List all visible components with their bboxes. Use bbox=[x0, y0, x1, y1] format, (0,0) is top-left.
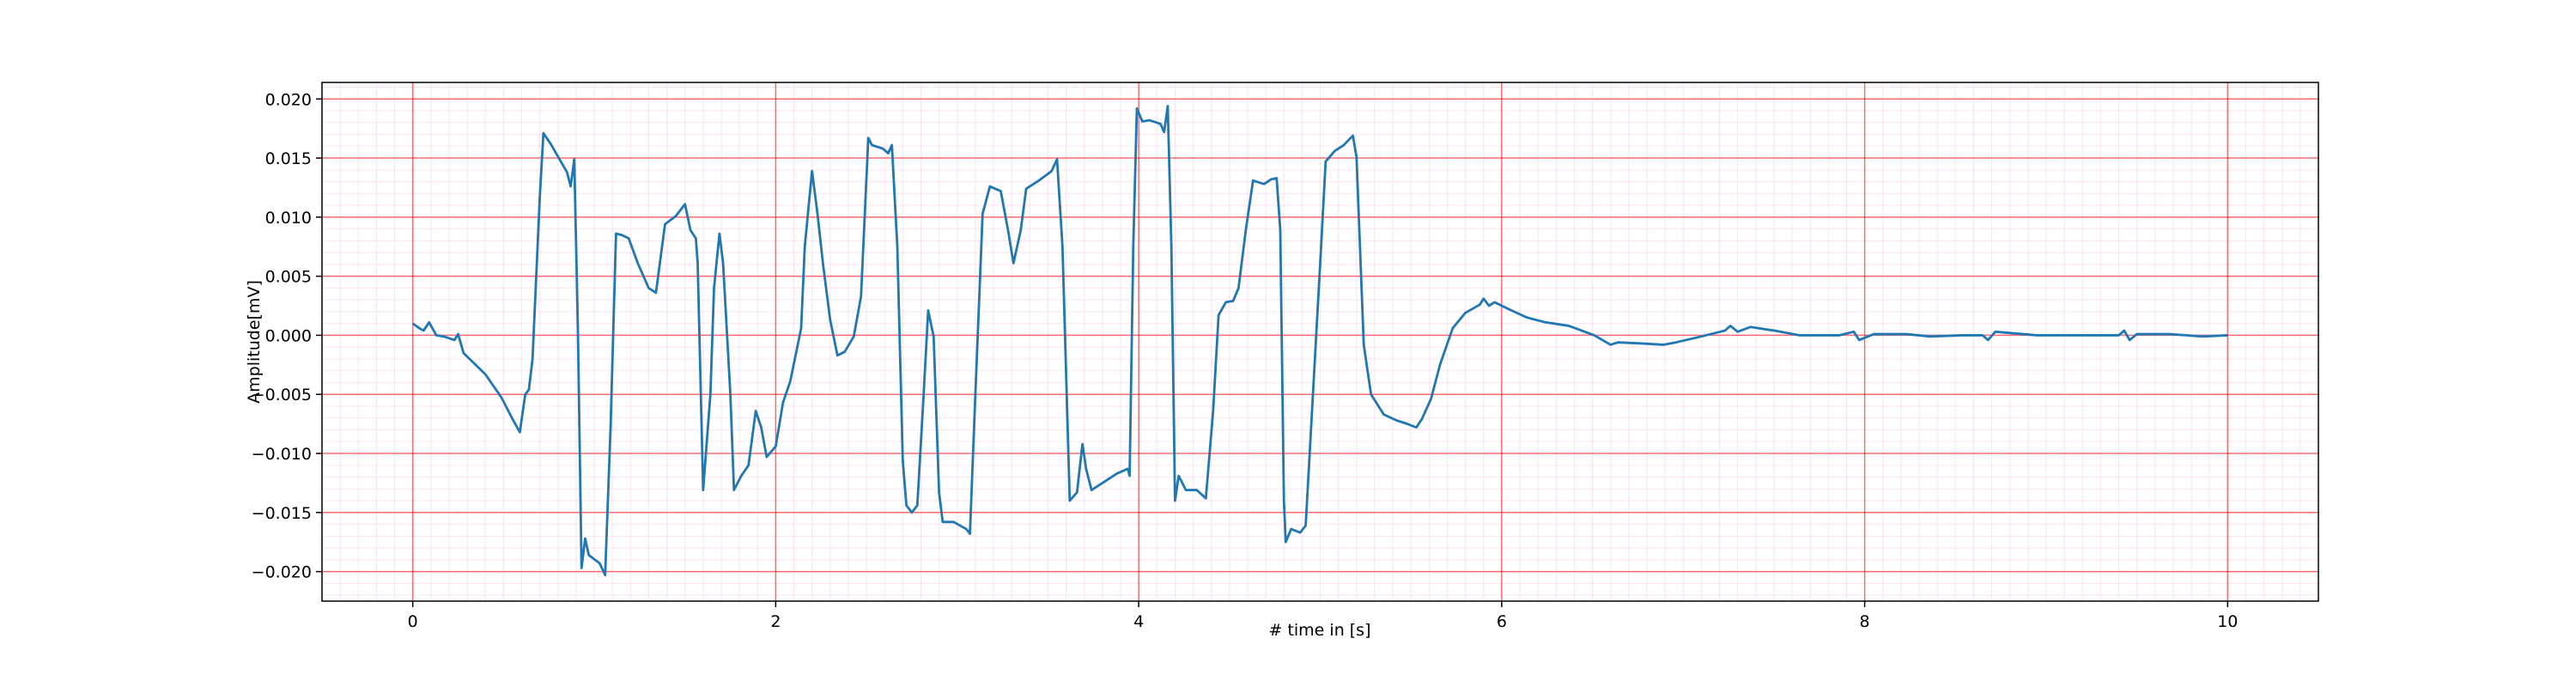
y-tick-label: 0.015 bbox=[265, 149, 312, 168]
signal-line bbox=[411, 105, 2228, 577]
y-tick-label: 0.020 bbox=[265, 90, 312, 109]
y-tick-label: 0.000 bbox=[265, 326, 312, 345]
y-tick-label: 0.005 bbox=[265, 268, 312, 287]
x-tick-label: 4 bbox=[1133, 612, 1144, 631]
y-tick-label: 0.010 bbox=[265, 209, 312, 228]
y-tick-label: −0.010 bbox=[252, 445, 312, 464]
x-tick-label: 10 bbox=[2217, 612, 2238, 631]
axes-frame bbox=[321, 82, 2319, 602]
x-axis-label: # time in [s] bbox=[1268, 621, 1370, 640]
y-axis-label: Amplitude[mV] bbox=[245, 280, 264, 404]
x-tick-label: 6 bbox=[1497, 612, 1507, 631]
grid bbox=[321, 82, 2319, 601]
plot-area bbox=[411, 105, 2228, 577]
x-tick-label: 8 bbox=[1860, 612, 1870, 631]
x-tick-label: 2 bbox=[770, 612, 781, 631]
y-tick-label: −0.005 bbox=[252, 386, 312, 404]
axes: 0 2 4 6 8 10 −0.020 −0.015 −0.010 −0.005 0.000 0.00… bbox=[252, 82, 2319, 631]
x-tick-label: 0 bbox=[408, 612, 418, 631]
y-tick-label: −0.015 bbox=[252, 504, 312, 523]
y-tick-label: −0.020 bbox=[252, 563, 312, 582]
